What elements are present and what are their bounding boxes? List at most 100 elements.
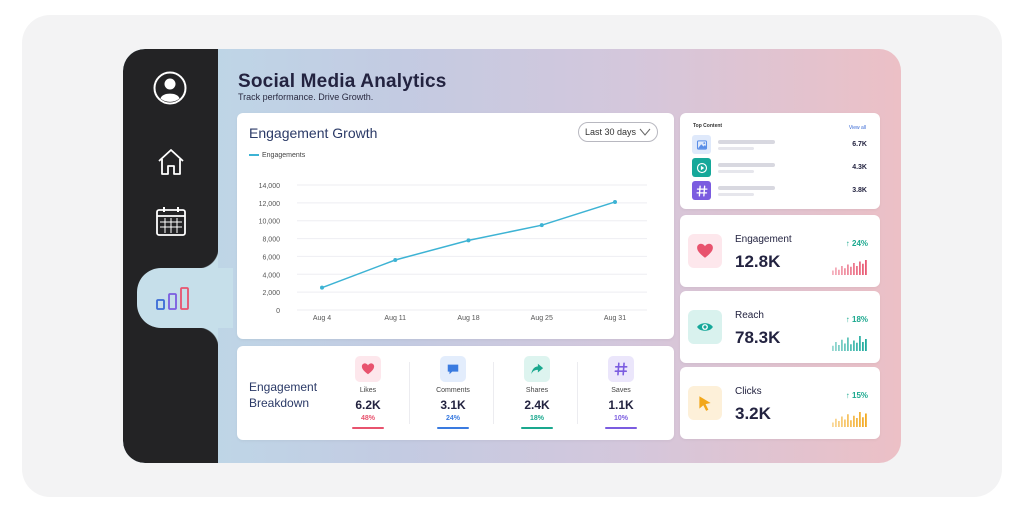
x-tick-label: Aug 25 bbox=[531, 315, 553, 322]
stat-value: 12.8K bbox=[735, 252, 781, 271]
x-tick-label: Aug 4 bbox=[313, 315, 331, 322]
stat-change-percent: ↑ 24% bbox=[845, 239, 868, 248]
stat-icon-tile bbox=[688, 386, 722, 420]
spark-bar bbox=[841, 339, 843, 351]
spark-bar bbox=[832, 270, 834, 275]
metric-value: 6.2K bbox=[355, 398, 381, 412]
content-meta-placeholder bbox=[718, 170, 754, 173]
spark-bar bbox=[850, 266, 852, 275]
engagement-line-chart: 0 2,000 4,000 6,000 8,000 10,000 12,000 14,000 A… bbox=[259, 183, 647, 322]
heart-icon bbox=[697, 243, 713, 258]
metric-percent: 18% bbox=[529, 415, 544, 422]
legend-label: Engagements bbox=[262, 152, 306, 159]
spark-bar bbox=[838, 269, 840, 275]
comment-icon bbox=[447, 364, 459, 375]
stat-icon-tile bbox=[688, 310, 722, 344]
stat-card-reach[interactable]: Reach 78.3K ↑ 18% bbox=[680, 291, 880, 363]
content-title-placeholder bbox=[718, 186, 775, 190]
top-content-row[interactable]: 4.3K bbox=[692, 158, 867, 178]
metric-underline bbox=[437, 427, 469, 429]
spark-bar bbox=[859, 261, 861, 275]
y-tick-label: 6,000 bbox=[262, 254, 280, 261]
metric-value: 1.1K bbox=[608, 398, 634, 412]
eye-icon bbox=[697, 323, 713, 331]
breakdown-title-line1: Engagement bbox=[249, 380, 318, 394]
content-thumb bbox=[692, 158, 711, 177]
spark-bar bbox=[856, 342, 858, 351]
y-tick-label: 2,000 bbox=[262, 290, 280, 297]
spark-bar bbox=[859, 412, 861, 427]
spark-bar bbox=[838, 345, 840, 351]
view-all-link[interactable]: View all bbox=[848, 125, 866, 131]
content-meta-placeholder bbox=[718, 147, 754, 150]
spark-bar bbox=[856, 418, 858, 427]
spark-bar bbox=[835, 267, 837, 275]
engagement-growth-card: Engagement Growth Last 30 days Engagemen… bbox=[237, 113, 674, 339]
metric-likes[interactable]: Likes 6.2K 48% bbox=[338, 356, 398, 429]
content-value: 6.7K bbox=[852, 141, 867, 148]
metric-label: Comments bbox=[436, 387, 470, 394]
spark-bar bbox=[832, 422, 834, 427]
page-subtitle: Track performance. Drive Growth. bbox=[238, 92, 374, 102]
spark-bar bbox=[853, 263, 855, 275]
content-title-placeholder bbox=[718, 163, 775, 167]
metric-comments[interactable]: Comments 3.1K 24% bbox=[423, 356, 483, 429]
chart-legend: Engagements bbox=[249, 152, 305, 159]
legend-swatch bbox=[249, 154, 259, 157]
y-tick-label: 12,000 bbox=[259, 201, 281, 208]
sparkline bbox=[832, 412, 867, 427]
share-icon bbox=[531, 363, 544, 375]
image-icon bbox=[696, 139, 707, 150]
sidebar-item-analytics[interactable] bbox=[137, 248, 233, 348]
sparkline bbox=[832, 336, 867, 351]
stat-card-engagement[interactable]: Engagement 12.8K ↑ 24% bbox=[680, 215, 880, 287]
content-thumb bbox=[692, 135, 711, 154]
data-point[interactable] bbox=[613, 199, 617, 204]
top-content-row[interactable]: 6.7K bbox=[692, 135, 867, 155]
spark-bar bbox=[832, 345, 834, 351]
spark-bar bbox=[862, 417, 864, 427]
play-icon bbox=[696, 162, 707, 173]
stat-change-percent: ↑ 18% bbox=[845, 315, 868, 324]
engagement-breakdown-card: Engagement Breakdown Likes 6.2K 48% Comment… bbox=[237, 346, 674, 440]
data-point[interactable] bbox=[320, 285, 324, 290]
metric-label: Saves bbox=[611, 387, 631, 394]
spark-bar bbox=[835, 418, 837, 427]
metric-underline bbox=[521, 427, 553, 429]
metric-shares[interactable]: Shares 2.4K 18% bbox=[507, 356, 567, 429]
metric-value: 3.1K bbox=[440, 398, 466, 412]
y-tick-label: 0 bbox=[276, 308, 280, 315]
metric-saves[interactable]: Saves 1.1K 10% bbox=[591, 356, 651, 429]
stat-card-clicks[interactable]: Clicks 3.2K ↑ 15% bbox=[680, 367, 880, 439]
hashtag-icon bbox=[614, 362, 628, 376]
spark-bar bbox=[847, 414, 849, 427]
top-content-card: Top Content View all 6.7K 4.3K 3.8K bbox=[680, 113, 880, 209]
spark-bar bbox=[847, 264, 849, 275]
stat-value: 78.3K bbox=[735, 328, 781, 347]
home-icon[interactable] bbox=[156, 147, 186, 177]
stat-value: 3.2K bbox=[735, 404, 771, 423]
spark-bar bbox=[847, 337, 849, 351]
user-avatar-icon[interactable] bbox=[153, 71, 187, 105]
data-point[interactable] bbox=[539, 223, 544, 228]
data-point[interactable] bbox=[393, 258, 398, 262]
metric-underline bbox=[605, 427, 637, 429]
metric-divider bbox=[493, 362, 494, 424]
sparkline bbox=[832, 260, 867, 275]
chevron-down-icon bbox=[639, 128, 651, 136]
data-point[interactable] bbox=[466, 238, 471, 243]
content-title-placeholder bbox=[718, 140, 775, 144]
y-tick-label: 14,000 bbox=[259, 183, 281, 190]
top-content-row[interactable]: 3.8K bbox=[692, 181, 867, 201]
calendar-icon[interactable] bbox=[155, 206, 187, 237]
metric-icon-tile bbox=[608, 356, 634, 382]
date-range-dropdown[interactable]: Last 30 days bbox=[578, 122, 658, 142]
y-tick-label: 4,000 bbox=[262, 272, 280, 279]
spark-bar bbox=[856, 266, 858, 275]
cursor-icon bbox=[699, 396, 711, 411]
spark-bar bbox=[865, 339, 867, 351]
content-meta-placeholder bbox=[718, 193, 754, 196]
date-range-label: Last 30 days bbox=[585, 127, 637, 137]
sidebar bbox=[123, 49, 233, 463]
breakdown-title: Engagement Breakdown bbox=[249, 379, 317, 411]
